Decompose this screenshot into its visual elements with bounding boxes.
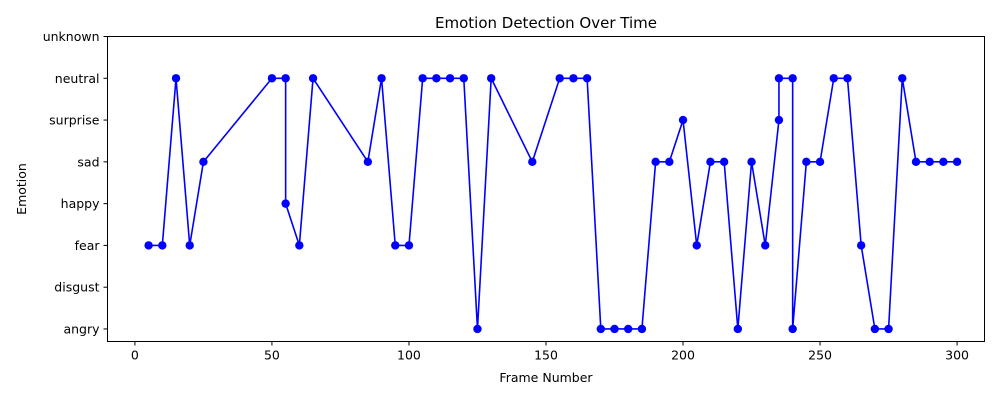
data-point — [445, 74, 455, 83]
data-point — [911, 157, 921, 167]
data-point — [802, 157, 811, 167]
data-point — [692, 241, 701, 250]
x-tick-label: 200 — [671, 348, 695, 363]
x-tick-label: 250 — [808, 348, 832, 363]
data-point — [939, 157, 948, 167]
data-point — [610, 324, 619, 334]
y-tick-label-fear: fear — [75, 238, 101, 253]
data-point — [624, 324, 633, 334]
data-point — [747, 157, 756, 167]
data-point — [377, 74, 386, 83]
y-tick-label-disgust: disgust — [54, 280, 99, 295]
x-tick-label: 150 — [534, 348, 558, 363]
data-point — [281, 74, 290, 83]
data-point — [281, 199, 290, 208]
data-point — [582, 74, 592, 83]
data-point — [788, 74, 797, 83]
data-point — [774, 74, 784, 83]
data-point — [473, 324, 482, 334]
x-tick-label: 300 — [945, 348, 969, 363]
data-point — [719, 157, 729, 167]
data-point — [829, 74, 838, 83]
x-tick-label: 0 — [131, 348, 139, 363]
series-line — [148, 75, 958, 330]
data-point — [171, 74, 181, 83]
data-point — [665, 157, 674, 167]
data-point — [925, 157, 934, 167]
data-point — [637, 324, 647, 334]
data-point — [528, 157, 537, 167]
data-point — [363, 157, 373, 167]
data-point — [295, 241, 304, 250]
plot-area — [144, 74, 962, 334]
y-tick-label-unknown: unknown — [43, 29, 100, 44]
data-point — [486, 74, 496, 83]
data-point — [898, 74, 907, 83]
data-point — [733, 324, 743, 334]
y-axis: angry disgust fear happy sad surprise neutral u… — [43, 29, 108, 336]
data-point — [199, 157, 208, 167]
data-point — [391, 241, 400, 250]
data-point — [856, 241, 866, 250]
data-point — [884, 324, 893, 334]
data-point — [678, 115, 688, 125]
data-point — [843, 74, 852, 83]
plot-frame — [107, 36, 985, 342]
x-tick-label: 50 — [264, 348, 280, 363]
data-point — [761, 241, 770, 250]
data-point — [418, 74, 427, 83]
data-point — [555, 74, 564, 83]
data-point — [267, 74, 277, 83]
x-axis: 0 50 100 150 200 250 300 — [131, 341, 969, 363]
data-point — [651, 157, 660, 167]
data-point — [432, 74, 441, 83]
data-point — [870, 324, 880, 334]
data-point — [185, 241, 194, 250]
data-point — [596, 324, 606, 334]
data-point — [404, 241, 414, 250]
x-axis-title: Frame Number — [499, 370, 593, 385]
data-point — [952, 157, 962, 167]
data-point — [788, 324, 797, 334]
y-tick-label-surprise: surprise — [49, 113, 100, 128]
y-tick-label-happy: happy — [61, 196, 100, 211]
data-point — [144, 241, 153, 250]
data-point — [706, 157, 715, 167]
chart-title: Emotion Detection Over Time — [435, 14, 657, 32]
data-point — [308, 74, 318, 83]
data-point — [774, 115, 784, 125]
data-point — [158, 241, 167, 250]
data-point — [569, 74, 578, 83]
y-tick-label-angry: angry — [63, 321, 100, 336]
data-point — [815, 157, 825, 167]
y-tick-label-neutral: neutral — [55, 71, 100, 86]
x-tick-label: 100 — [397, 348, 421, 363]
y-tick-label-sad: sad — [77, 154, 99, 169]
y-axis-title: Emotion — [14, 163, 29, 215]
data-point — [459, 74, 468, 83]
